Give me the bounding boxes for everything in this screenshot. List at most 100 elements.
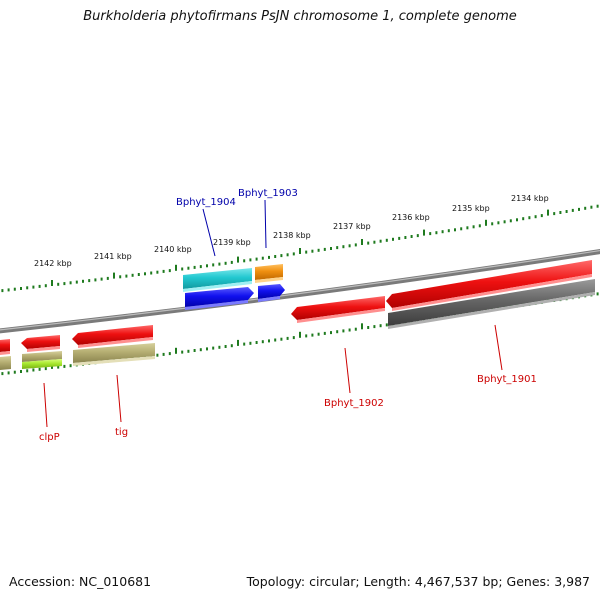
scale-minor-tick [292, 336, 295, 340]
scale-minor-tick [26, 369, 29, 373]
scale-minor-tick [280, 337, 283, 341]
map-title: Burkholderia phytofirmans PsJN chromosom… [83, 9, 517, 24]
scale-minor-tick [13, 370, 16, 374]
scale-minor-tick [348, 328, 351, 332]
scale-label: 2138 kbp [273, 231, 311, 240]
scale-minor-tick [44, 367, 47, 371]
scale-minor-tick [584, 206, 587, 210]
gene-tig[interactable] [72, 325, 153, 348]
scale-minor-tick [509, 219, 512, 223]
scale-minor-tick [540, 214, 543, 218]
scale-minor-tick [336, 330, 339, 334]
scale-minor-tick [317, 248, 320, 252]
gene-bphyt-1901[interactable] [386, 260, 592, 311]
scale-minor-tick [156, 353, 159, 357]
gene-label-bphyt-1901[interactable]: Bphyt_1901 [477, 374, 537, 385]
scale-minor-tick [342, 329, 345, 333]
scale-minor-tick [553, 212, 556, 216]
scale-minor-tick [32, 368, 35, 372]
scale-major-tick [175, 264, 177, 271]
scale-minor-tick [460, 227, 463, 231]
gene-bphyt-1902[interactable] [291, 296, 385, 323]
chromosome-backbone [0, 249, 600, 334]
scale-minor-tick [162, 352, 165, 356]
scale-minor-tick [131, 273, 134, 277]
scale-minor-tick [193, 349, 196, 352]
scale-minor-tick [75, 280, 78, 284]
scale-minor-tick [255, 341, 258, 344]
scale-minor-tick [274, 338, 277, 342]
topology-text: Topology: circular; Length: 4,467,537 bp… [246, 574, 590, 589]
gene-label-tig[interactable]: tig [115, 427, 128, 438]
scale-minor-tick [528, 216, 531, 220]
scale-minor-tick [268, 255, 270, 259]
gene-bphyt-1903-orange[interactable] [255, 264, 283, 283]
gene-tig-olive[interactable] [73, 343, 155, 366]
scale-minor-tick [69, 364, 72, 368]
scale-minor-tick [181, 350, 184, 354]
gene-label-clpp[interactable]: clpP [39, 432, 60, 443]
scale-minor-tick [336, 246, 339, 250]
scale-minor-tick [199, 265, 202, 269]
gene-left-olive[interactable] [0, 356, 11, 370]
scale-minor-tick [150, 271, 153, 275]
scale-major-tick [299, 248, 301, 254]
gene-bphyt-1904-cyan[interactable] [183, 268, 252, 292]
scale-major-tick [299, 331, 301, 338]
scale-minor-tick [218, 262, 221, 266]
scale-minor-tick [280, 254, 283, 258]
scale-minor-tick [38, 284, 41, 288]
scale-minor-tick [20, 287, 22, 290]
gene-label-bphyt-1903[interactable]: Bphyt_1903 [238, 188, 298, 199]
scale-major-tick [237, 339, 239, 346]
gene-clpp-olive[interactable] [22, 351, 62, 362]
scale-minor-tick [367, 326, 370, 329]
gene-label-bphyt-1902[interactable]: Bphyt_1902 [324, 398, 384, 409]
scale-minor-tick [578, 207, 580, 211]
scale-minor-tick [20, 370, 22, 373]
scale-minor-tick [1, 289, 4, 293]
scale-minor-tick [317, 332, 320, 336]
scale-minor-tick [26, 286, 29, 290]
gene-clpp[interactable] [21, 335, 60, 352]
scale-minor-tick [243, 342, 246, 346]
scale-minor-tick [106, 276, 109, 280]
scale-label: 2135 kbp [452, 204, 490, 213]
scale-label: 2142 kbp [34, 259, 72, 268]
scale-minor-tick [447, 229, 450, 233]
scale-minor-tick [57, 365, 60, 369]
scale-minor-tick [466, 226, 469, 230]
scale-minor-tick [82, 279, 84, 283]
scale-minor-tick [57, 282, 60, 286]
scale-minor-tick [156, 270, 159, 274]
scale-minor-tick [429, 232, 432, 236]
scale-minor-tick [249, 258, 252, 262]
gene-clpp-lime[interactable] [22, 359, 62, 369]
scale-minor-tick [398, 236, 401, 240]
scale-minor-tick [373, 325, 376, 329]
scale-minor-tick [119, 275, 122, 279]
scale-minor-tick [379, 324, 382, 328]
scale-minor-tick [144, 272, 146, 276]
scale-minor-tick [323, 247, 326, 251]
scale-minor-tick [13, 287, 16, 291]
scale-minor-tick [330, 247, 332, 250]
scale-labels: 2142 kbp 2141 kbp 2140 kbp 2139 kbp 2138… [34, 194, 549, 268]
scale-label: 2141 kbp [94, 252, 132, 261]
scale-minor-tick [224, 345, 227, 348]
gene-label-bphyt-1904[interactable]: Bphyt_1904 [176, 197, 236, 208]
scale-minor-tick [305, 250, 308, 254]
scale-minor-tick [410, 235, 413, 238]
scale-minor-tick [1, 372, 4, 376]
gene-bphyt-1901-gray[interactable] [388, 279, 595, 329]
gene-bphyt-1903-blue[interactable] [258, 284, 285, 302]
scale-minor-tick [305, 334, 308, 338]
scale-minor-tick [212, 263, 215, 267]
label-leader-lines [43, 199, 503, 428]
scale-minor-tick [199, 348, 202, 352]
scale-minor-tick [100, 277, 103, 281]
gene-left-red[interactable] [0, 339, 10, 355]
gene-bphyt-1904-blue[interactable] [185, 287, 254, 310]
scale-minor-tick [193, 265, 196, 269]
